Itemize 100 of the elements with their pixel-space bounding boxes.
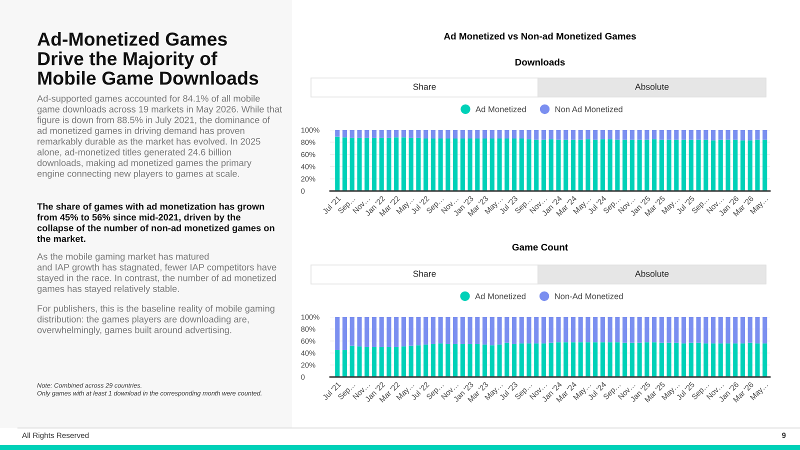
text: The share of games with ad monetization has grown from 45% to 56% since mid-2021, driven by the collapse of the number of non-ad monetized games on the market. <box>37 203 274 242</box>
bar <box>696 130 701 140</box>
bar <box>630 140 634 191</box>
bar <box>512 317 517 344</box>
bar <box>637 130 642 140</box>
bar <box>350 130 354 138</box>
bar <box>335 350 340 377</box>
bar <box>379 130 384 138</box>
bar <box>504 317 510 343</box>
bar <box>593 140 598 191</box>
bar <box>512 130 517 139</box>
bar <box>630 342 634 377</box>
legend-label: Non-Ad Monetized <box>554 293 623 300</box>
bar <box>570 317 576 342</box>
bar <box>512 344 517 377</box>
bar <box>504 138 510 191</box>
bar <box>674 342 679 377</box>
bar <box>482 344 488 377</box>
bar <box>740 343 746 377</box>
bar <box>468 130 472 139</box>
bar <box>586 130 590 140</box>
bar <box>615 317 620 342</box>
bar <box>453 344 458 377</box>
bar <box>578 342 583 377</box>
bar <box>593 342 598 377</box>
bar <box>762 140 768 191</box>
text: Absolute <box>634 270 669 277</box>
bar <box>637 140 642 191</box>
bar <box>548 130 554 140</box>
bar <box>512 138 517 191</box>
bar <box>564 317 568 342</box>
bar <box>386 130 392 138</box>
bar <box>394 317 399 347</box>
bar <box>526 343 532 377</box>
bar <box>637 317 642 343</box>
bar <box>350 346 354 377</box>
bar <box>534 343 539 377</box>
text: Ad-Monetized Games Drive the Majority of Mobile Game Downloads <box>37 32 258 85</box>
bar <box>762 130 768 140</box>
bar <box>615 130 620 140</box>
bar <box>416 317 421 346</box>
bar <box>710 343 716 377</box>
legend-label: Ad Monetized <box>475 106 526 112</box>
bar <box>556 140 561 191</box>
bar <box>652 130 657 140</box>
bar <box>652 139 657 191</box>
bar <box>475 138 480 191</box>
bar <box>586 342 590 377</box>
bar <box>541 130 546 140</box>
chart-title: Game Count <box>512 244 568 251</box>
bar <box>519 138 524 191</box>
bar <box>541 317 546 344</box>
bar <box>726 343 730 377</box>
bar <box>578 317 583 342</box>
bar <box>379 138 384 191</box>
bar <box>408 138 414 191</box>
bar <box>740 140 746 191</box>
text: As the mobile gaming market has matured and IAP growth has stagnated, fewer IAP competitors have stayed in the race. In contrast, the number of ad monetized games has stayed relatively stable. <box>37 253 276 294</box>
bar <box>710 317 716 344</box>
bar <box>644 342 650 377</box>
bar <box>416 138 421 191</box>
bar <box>497 317 502 345</box>
bar <box>357 317 362 346</box>
bar <box>386 138 392 191</box>
bar <box>482 138 488 191</box>
bar <box>364 130 370 138</box>
bar <box>548 317 554 343</box>
bar <box>335 136 340 191</box>
bar <box>408 317 414 346</box>
bar <box>453 317 458 344</box>
bar <box>386 347 392 377</box>
bar <box>556 342 561 377</box>
bar <box>696 140 701 191</box>
bar <box>519 343 524 377</box>
bar <box>733 317 738 344</box>
bar <box>608 342 612 377</box>
bar <box>446 344 450 377</box>
bar <box>593 130 598 140</box>
bar <box>357 130 362 138</box>
legend-label: Ad Monetized <box>475 293 526 300</box>
bar <box>379 347 384 377</box>
bar <box>762 343 768 377</box>
bar <box>681 317 686 344</box>
bar <box>490 317 494 346</box>
bar <box>615 140 620 191</box>
text: Ad-supported games accounted for 84.1% of all mobile game downloads across 19 markets in May 2026. While that figure is down from 88.5% in July 2021, the dominance of ad monetized games in driving demand has proven remarkably durable as the market has evolved. In 2025 alone, ad-monetized titles generated 24.6 billion downloads, making ad monetized games the primary engine connecting new players to games at scale. <box>37 95 282 179</box>
bar <box>622 342 628 377</box>
bar <box>416 130 421 138</box>
bar <box>372 347 377 377</box>
bar <box>475 130 480 139</box>
bar <box>394 137 399 191</box>
bar <box>666 342 672 377</box>
bar <box>541 140 546 191</box>
bar <box>430 317 436 344</box>
bar <box>357 346 362 377</box>
bar <box>674 317 679 343</box>
bar <box>534 140 539 191</box>
bar <box>652 342 657 377</box>
bar <box>342 130 348 138</box>
bar <box>372 317 377 347</box>
